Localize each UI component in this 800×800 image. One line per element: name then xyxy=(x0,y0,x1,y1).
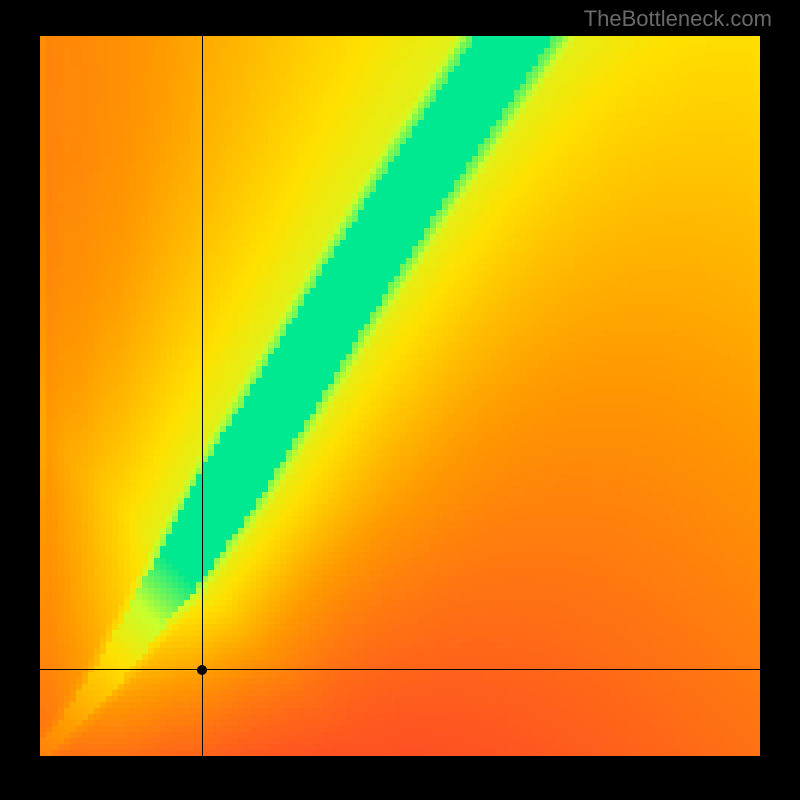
heatmap-plot xyxy=(40,36,760,756)
chart-frame: TheBottleneck.com xyxy=(0,0,800,800)
heatmap-canvas xyxy=(40,36,760,756)
attribution-text: TheBottleneck.com xyxy=(584,6,772,32)
